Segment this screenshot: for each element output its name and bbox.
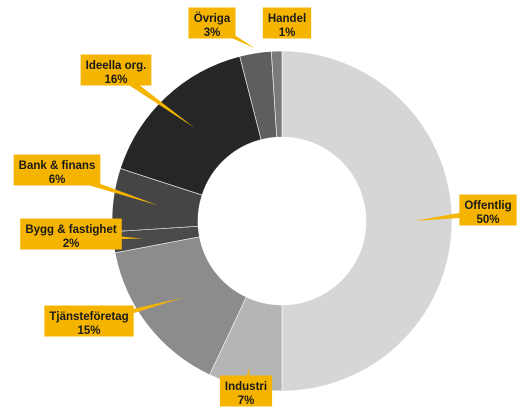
callout-value: 16% (104, 74, 127, 86)
callout-bygg-fastighet: Bygg & fastighet 2% (20, 218, 144, 250)
callout-box (459, 194, 517, 226)
callout-box (219, 375, 273, 407)
callout-value: 50% (476, 214, 499, 226)
donut-slices (111, 50, 453, 392)
callout-bank-finans: Bank & finans 6% (13, 154, 158, 206)
callout-label: Bygg & fastighet (25, 224, 117, 236)
callout-value: 1% (279, 27, 296, 39)
callout-label: Övriga (194, 12, 231, 25)
callout-label: Offentlig (464, 200, 511, 212)
callout-ideella-org-: Ideella org. 16% (80, 54, 195, 128)
callout-label: Tjänsteföretag (49, 311, 128, 323)
callout-box (20, 218, 122, 250)
callout-box (13, 154, 101, 186)
callout-övriga: Övriga 3% (188, 7, 255, 49)
slice-callouts: Offentlig 50% Industri 7% Tjänsteföretag 15% B… (13, 7, 517, 407)
callout-label: Industri (225, 381, 267, 393)
callout-industri: Industri 7% (219, 367, 273, 407)
callout-box (80, 54, 152, 86)
callout-value: 2% (63, 238, 80, 250)
callout-box (262, 7, 312, 39)
callout-label: Handel (268, 13, 306, 25)
callout-box (44, 305, 134, 337)
callout-box (188, 7, 236, 39)
slice-handel (271, 50, 283, 138)
callout-label: Bank & finans (19, 160, 96, 172)
callout-handel: Handel 1% (262, 7, 312, 40)
slice-offentlig (281, 50, 453, 392)
callout-tjänsteföretag: Tjänsteföretag 15% (44, 297, 184, 337)
callout-value: 3% (204, 27, 221, 39)
callout-value: 6% (49, 174, 66, 186)
callout-offentlig: Offentlig 50% (414, 194, 517, 226)
callout-value: 7% (238, 395, 255, 407)
callout-value: 15% (77, 325, 100, 337)
callout-label: Ideella org. (86, 60, 147, 72)
